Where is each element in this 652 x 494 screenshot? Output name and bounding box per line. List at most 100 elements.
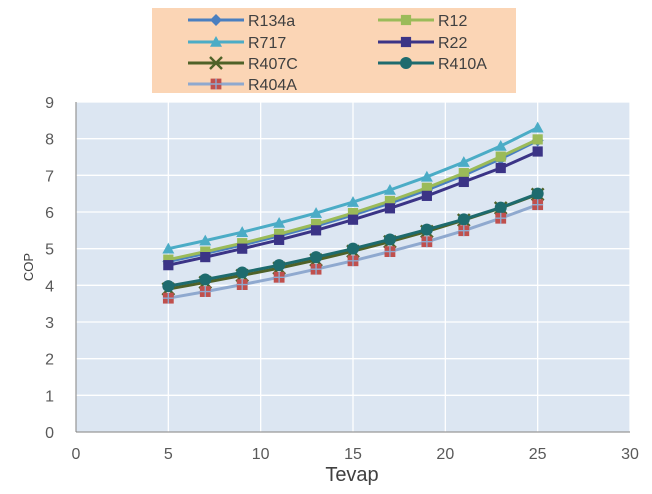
legend-label: R407C bbox=[248, 56, 298, 73]
data-point bbox=[274, 228, 285, 240]
y-axis-label: COP bbox=[21, 253, 36, 281]
data-point bbox=[236, 279, 248, 290]
data-point bbox=[457, 156, 470, 167]
x-tick-label: 30 bbox=[621, 446, 639, 463]
legend-item: R12 bbox=[378, 13, 467, 30]
y-tick-label: 8 bbox=[45, 132, 54, 149]
series-r404a bbox=[162, 199, 544, 304]
data-point bbox=[200, 246, 211, 257]
data-point bbox=[532, 134, 543, 145]
data-point bbox=[274, 234, 285, 245]
series-r717 bbox=[162, 121, 544, 254]
data-point bbox=[384, 203, 396, 214]
data-point bbox=[162, 292, 174, 304]
data-point bbox=[421, 190, 432, 201]
y-tick-label: 9 bbox=[45, 95, 54, 112]
data-point bbox=[199, 273, 212, 286]
data-point bbox=[420, 223, 433, 236]
data-point bbox=[162, 242, 175, 254]
legend-item: R134a bbox=[188, 13, 295, 30]
y-tick-label: 3 bbox=[45, 315, 54, 332]
data-point bbox=[347, 196, 359, 207]
y-tick-label: 6 bbox=[45, 205, 54, 222]
data-point bbox=[237, 243, 248, 254]
x-tick-label: 15 bbox=[344, 446, 362, 463]
data-point bbox=[310, 263, 322, 275]
x-tick-label: 5 bbox=[164, 446, 173, 463]
series-layer bbox=[161, 121, 545, 304]
data-point bbox=[494, 201, 507, 214]
data-point bbox=[421, 236, 433, 248]
series-r12 bbox=[163, 134, 543, 265]
x-tick-label: 25 bbox=[529, 446, 547, 463]
data-point bbox=[273, 217, 286, 228]
data-point bbox=[421, 182, 432, 193]
data-point bbox=[236, 226, 249, 237]
x-tick-label: 0 bbox=[72, 446, 81, 463]
legend-label: R404A bbox=[248, 77, 297, 94]
y-tick-label: 1 bbox=[45, 388, 54, 405]
legend-marker bbox=[210, 36, 222, 47]
data-point bbox=[347, 242, 359, 255]
axes: 0 5 10 15 20 25 30 0 1 2 3 4 5 6 7 8 9 bbox=[45, 95, 639, 463]
data-point bbox=[531, 187, 544, 200]
data-point bbox=[531, 121, 544, 133]
legend-item: R410A bbox=[378, 56, 487, 73]
series-r22 bbox=[163, 146, 543, 271]
y-tick-label: 0 bbox=[45, 425, 54, 442]
data-point bbox=[347, 255, 359, 267]
legend-marker bbox=[400, 36, 412, 48]
data-point bbox=[310, 219, 322, 230]
data-point bbox=[162, 280, 175, 293]
data-point bbox=[495, 151, 506, 162]
data-point bbox=[273, 271, 285, 283]
data-point bbox=[495, 212, 507, 224]
y-tick-label: 4 bbox=[45, 278, 54, 295]
data-point bbox=[532, 199, 544, 211]
data-point bbox=[458, 225, 470, 237]
x-tick-label: 10 bbox=[252, 446, 270, 463]
legend: R134a R12 R717 R22 R407C R410A R404A bbox=[188, 13, 487, 94]
data-point bbox=[495, 162, 506, 174]
legend-marker bbox=[210, 78, 222, 90]
data-point bbox=[163, 260, 174, 271]
legend-item: R404A bbox=[188, 77, 297, 94]
data-point bbox=[347, 214, 359, 225]
series-r410a bbox=[162, 187, 544, 293]
data-point bbox=[347, 208, 359, 219]
legend-item: R717 bbox=[188, 35, 286, 52]
data-point bbox=[199, 286, 211, 297]
data-point bbox=[384, 195, 396, 207]
data-point bbox=[237, 238, 248, 249]
y-tick-label: 7 bbox=[45, 168, 54, 185]
x-axis-label: Tevap bbox=[325, 464, 378, 486]
data-point bbox=[310, 207, 323, 218]
legend-marker bbox=[209, 56, 223, 70]
legend-marker bbox=[400, 57, 412, 69]
legend-item: R22 bbox=[378, 35, 467, 52]
legend-label: R12 bbox=[438, 13, 467, 30]
data-point bbox=[383, 233, 396, 246]
data-point bbox=[163, 254, 174, 265]
legend-marker bbox=[210, 14, 222, 26]
legend-label: R717 bbox=[248, 35, 286, 52]
data-point bbox=[383, 184, 396, 195]
legend-item: R407C bbox=[188, 56, 298, 73]
data-point bbox=[494, 140, 507, 151]
y-tick-label: 2 bbox=[45, 352, 54, 369]
data-point bbox=[458, 168, 469, 179]
data-point bbox=[457, 213, 470, 226]
data-point bbox=[384, 246, 396, 257]
data-point bbox=[273, 259, 286, 272]
data-point bbox=[199, 234, 212, 246]
y-tick-label: 5 bbox=[45, 242, 54, 259]
legend-label: R22 bbox=[438, 35, 467, 52]
legend-label: R134a bbox=[248, 13, 295, 30]
data-point bbox=[458, 176, 469, 188]
data-point bbox=[310, 251, 323, 264]
x-tick-label: 20 bbox=[436, 446, 454, 463]
data-point bbox=[200, 252, 211, 263]
legend-label: R410A bbox=[438, 56, 487, 73]
